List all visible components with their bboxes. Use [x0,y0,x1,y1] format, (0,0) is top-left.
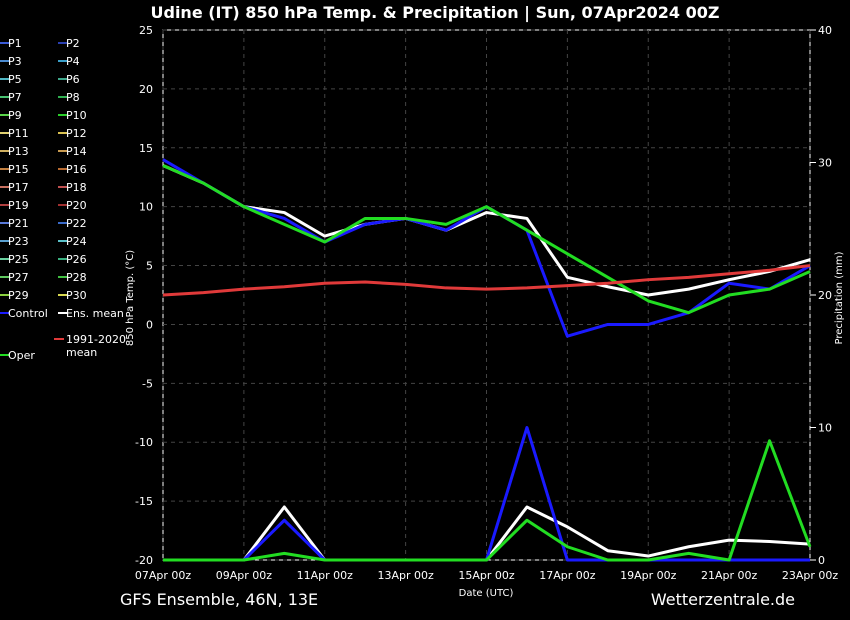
legend-item-label: P23 [8,235,29,248]
y-tick-label: 5 [146,260,153,273]
legend-item-label: P28 [66,271,87,284]
legend-item-label: P3 [8,55,22,68]
legend-item-label: P22 [66,217,87,230]
y2-axis-ticks: 40 30 20 10 0 [810,24,832,567]
footer-brand: Wetterzentrale.de [651,590,795,609]
y-tick-label: -10 [135,436,153,449]
legend-item-label: P27 [8,271,29,284]
legend-item-label: P25 [8,253,29,266]
y2-tick-label: 10 [818,422,832,435]
legend-item-label: P6 [66,73,80,86]
y2-tick-label: 0 [818,554,825,567]
y-tick-label: -15 [135,495,153,508]
legend-item-label: P21 [8,217,29,230]
y-tick-label: 15 [139,142,153,155]
x-tick-label: 21Apr 00z [701,569,758,582]
legend-item-label: P29 [8,289,29,302]
legend-item-label: P19 [8,199,29,212]
y2-axis-label: Precipitation (mm) [834,251,845,344]
legend-item-label: P30 [66,289,87,302]
x-tick-label: 19Apr 00z [620,569,677,582]
x-tick-label: 13Apr 00z [377,569,434,582]
y-axis-ticks: 25 20 15 10 5 0 -5 -10 -15 -20 [135,24,153,567]
legend-item-label: P14 [66,145,87,158]
legend-item-label: Ens. mean [66,307,124,320]
legend-item-label: P24 [66,235,87,248]
series-temp-ens-mean [162,164,811,297]
x-tick-label: 17Apr 00z [539,569,596,582]
y-tick-label: 20 [139,83,153,96]
x-tick-label: 09Apr 00z [216,569,273,582]
legend-item-label: P1 [8,37,22,50]
y-axis-label: 850 hPa Temp. (°C) [125,250,136,346]
y-tick-label: -20 [135,554,153,567]
y2-tick-label: 30 [818,157,832,170]
legend-item-label: P20 [66,199,87,212]
legend: P1 P2 P3 P4 P5 P6 P7 P8 P9 P10 P11 P12 P13 P14 P15 P16 P… [0,37,126,362]
legend-item-label: P4 [66,55,80,68]
y-tick-label: 25 [139,24,153,37]
series-layer [162,158,812,562]
legend-item-label: Oper [8,349,35,362]
series-temp-oper [162,164,811,315]
series-temp-1991-2020-mean [162,264,811,297]
y-tick-label: 0 [146,318,153,331]
legend-item-label: P18 [66,181,87,194]
x-axis-ticks: 07Apr 00z 09Apr 00z 11Apr 00z 13Apr 00z 15Ap… [135,569,839,582]
legend-item-label: mean [66,346,97,359]
y-tick-label: -5 [142,377,153,390]
y-tick-label: 10 [139,201,153,214]
legend-item-label: P2 [66,37,80,50]
x-tick-label: 15Apr 00z [458,569,515,582]
legend-item-label: P16 [66,163,87,176]
x-tick-label: 11Apr 00z [297,569,354,582]
x-axis-label: Date (UTC) [459,588,514,599]
legend-item-label: P17 [8,181,29,194]
chart-title: Udine (IT) 850 hPa Temp. & Precipitation… [151,3,720,23]
x-tick-label: 23Apr 00z [782,569,839,582]
legend-item-label: P11 [8,127,29,140]
legend-item-label: P5 [8,73,22,86]
legend-item-label: P15 [8,163,29,176]
footer-source: GFS Ensemble, 46N, 13E [120,590,318,609]
legend-item-label: P10 [66,109,87,122]
y2-tick-label: 40 [818,24,832,37]
legend-item-label: P9 [8,109,22,122]
x-tick-label: 07Apr 00z [135,569,192,582]
legend-item-label: Control [8,307,48,320]
legend-item-label: P7 [8,91,22,104]
legend-item-label: 1991-2020 [66,333,126,346]
legend-item-label: P12 [66,127,87,140]
legend-item-label: P13 [8,145,29,158]
legend-item-label: P8 [66,91,80,104]
legend-item-label: P26 [66,253,87,266]
y2-tick-label: 20 [818,289,832,302]
series-precip-oper [163,439,812,562]
